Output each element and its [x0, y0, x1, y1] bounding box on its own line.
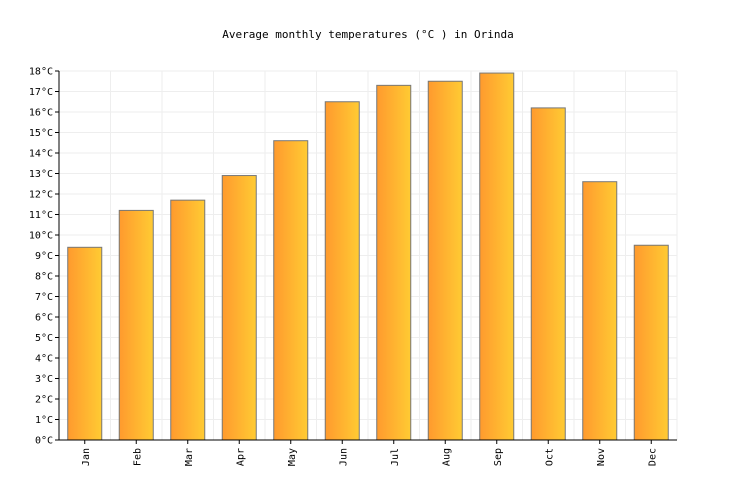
y-tick-label: 14°C [29, 149, 53, 160]
x-tick-label: Apr [235, 448, 246, 466]
y-tick-label: 3°C [35, 374, 53, 385]
axes [55, 70, 677, 444]
y-tick-label: 9°C [35, 251, 53, 262]
bar-aug [427, 80, 463, 441]
x-tick-label: Sep [493, 448, 504, 466]
bar-sep [479, 72, 515, 441]
x-tick-label: Nov [596, 448, 607, 466]
grid-lines [59, 70, 678, 440]
bar-jun [324, 101, 360, 441]
chart-title: Average monthly temperatures (°C ) in Or… [222, 28, 514, 41]
x-tick-label: Dec [647, 448, 658, 466]
bar-apr [221, 175, 257, 441]
x-tick-label: Jun [338, 448, 349, 466]
y-tick-label: 10°C [29, 231, 53, 242]
bar-nov [582, 181, 618, 441]
y-tick-label: 18°C [29, 67, 53, 78]
bar-mar [170, 199, 206, 441]
y-tick-label: 7°C [35, 292, 53, 303]
bar-jul [376, 84, 412, 441]
bar-jan [67, 246, 103, 441]
y-tick-label: 1°C [35, 415, 53, 426]
y-tick-label: 12°C [29, 190, 53, 201]
x-tick-label: Jul [390, 448, 401, 466]
y-tick-label: 11°C [29, 210, 53, 221]
y-tick-label: 5°C [35, 333, 53, 344]
x-tick-label: Aug [441, 448, 452, 466]
y-tick-label: 13°C [29, 169, 53, 180]
x-tick-labels: Jan Feb Mar Apr May Jun Jul Aug Sep Oct Nov Dec [81, 448, 659, 466]
bar-feb [118, 209, 154, 441]
x-tick-label: Jan [81, 448, 92, 466]
y-tick-label: 8°C [35, 272, 53, 283]
y-tick-label: 16°C [29, 108, 53, 119]
y-tick-label: 4°C [35, 354, 53, 365]
bar-dec [633, 244, 669, 441]
y-tick-label: 17°C [29, 87, 53, 98]
y-tick-label: 2°C [35, 395, 53, 406]
bars [67, 72, 669, 441]
x-tick-label: Mar [184, 448, 195, 466]
bar-may [273, 140, 309, 441]
y-tick-labels: 0°C 1°C 2°C 3°C 4°C 5°C 6°C 7°C 8°C 9°C 10°C 11°C 12… [29, 67, 53, 447]
y-tick-label: 0°C [35, 436, 53, 447]
x-tick-label: May [287, 448, 298, 466]
x-tick-label: Feb [132, 448, 143, 466]
x-tick-label: Oct [544, 448, 555, 466]
y-tick-label: 15°C [29, 128, 53, 139]
y-tick-label: 6°C [35, 313, 53, 324]
bar-oct [530, 107, 566, 441]
